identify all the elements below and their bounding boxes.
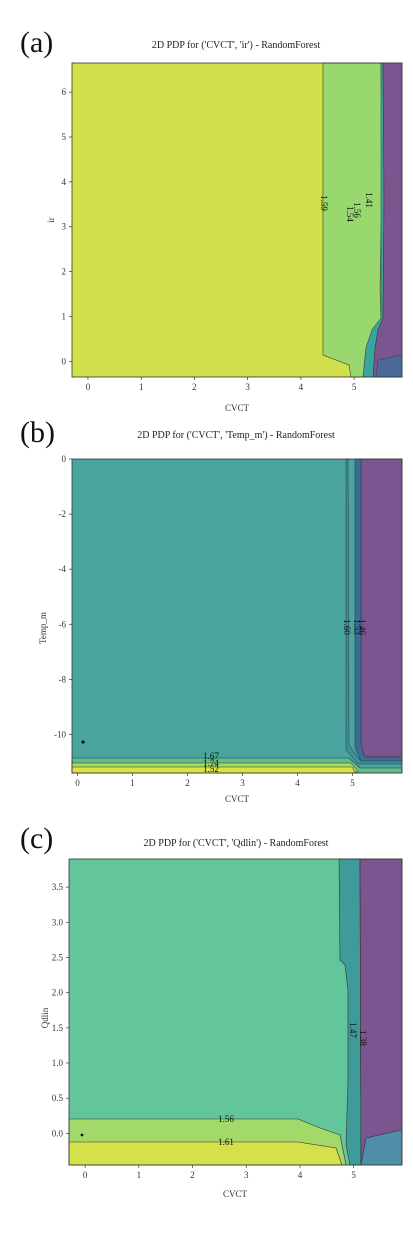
x-tick-label-0-0: 0 bbox=[86, 382, 91, 392]
panel-a: (a) bbox=[0, 28, 413, 418]
x-axis-label-b: CVCT bbox=[225, 794, 250, 804]
contour-label-c-3: 1.47 bbox=[348, 1022, 358, 1038]
panel-letter-c: (c) bbox=[20, 822, 54, 855]
region-c-yellow bbox=[68, 1141, 343, 1166]
x-tick-label-1-4: 4 bbox=[295, 778, 300, 788]
y-tick-label-2-2: 1.0 bbox=[52, 1058, 64, 1068]
y-axis-label-c: Qdlin bbox=[40, 1007, 50, 1028]
panel-letter-a: (a) bbox=[20, 26, 54, 59]
x-tick-label-2-5: 5 bbox=[351, 1170, 356, 1180]
plot-area-c: 1.56 1.61 1.47 1.38 bbox=[68, 858, 403, 1166]
y-tick-label-1-2: -4 bbox=[59, 564, 67, 574]
region-b-purple bbox=[360, 458, 403, 758]
y-tick-label-2-7: 3.5 bbox=[52, 882, 64, 892]
y-tick-label-2-4: 2.0 bbox=[52, 988, 64, 998]
x-axis-label-c: CVCT bbox=[223, 1189, 248, 1199]
panel-c: (c) bbox=[0, 824, 413, 1234]
axes-a: 0 1 2 3 4 5 0 1 2 3 4 5 6 bbox=[62, 87, 357, 392]
y-tick-label-2-3: 1.5 bbox=[52, 1023, 64, 1033]
plot-area-a: 1.59 1.54 1.56 1.41 bbox=[71, 62, 403, 378]
point-b bbox=[81, 740, 85, 744]
region-c-purple bbox=[359, 858, 403, 1166]
x-tick-label-0-2: 2 bbox=[192, 382, 197, 392]
panel-b: (b) bbox=[0, 418, 413, 818]
contour-label-a-4: 1.41 bbox=[364, 192, 374, 208]
contour-label-b-1: 1.67 bbox=[203, 751, 219, 761]
x-tick-label-1-0: 0 bbox=[75, 778, 80, 788]
y-tick-label-0-0: 0 bbox=[62, 356, 67, 366]
y-tick-label-0-4: 4 bbox=[62, 177, 67, 187]
contour-label-c-4: 1.38 bbox=[358, 1030, 368, 1046]
y-tick-label-2-0: 0.0 bbox=[52, 1128, 64, 1138]
y-tick-label-1-0: 0 bbox=[62, 454, 67, 464]
x-tick-label-2-0: 0 bbox=[83, 1170, 88, 1180]
x-tick-label-2-2: 2 bbox=[190, 1170, 195, 1180]
y-axis-label-a: ir bbox=[46, 217, 56, 223]
plot-border-b bbox=[71, 458, 403, 774]
panel-letter-b: (b) bbox=[20, 416, 55, 449]
x-tick-label-2-3: 3 bbox=[244, 1170, 249, 1180]
y-tick-label-0-5: 5 bbox=[62, 132, 67, 142]
y-tick-label-0-3: 3 bbox=[62, 222, 67, 232]
y-tick-label-0-1: 1 bbox=[62, 311, 67, 321]
x-axis-label-a: CVCT bbox=[225, 403, 250, 413]
axes-b: 0 1 2 3 4 5 0 -2 -4 -6 -8 -10 bbox=[54, 454, 355, 788]
x-tick-label-1-1: 1 bbox=[130, 778, 135, 788]
contour-label-a-2: 1.54 bbox=[345, 206, 355, 222]
x-tick-label-1-5: 5 bbox=[350, 778, 355, 788]
y-tick-label-2-1: 0.5 bbox=[52, 1093, 64, 1103]
x-tick-label-1-2: 2 bbox=[185, 778, 190, 788]
chart-title-a: 2D PDP for ('CVCT', 'ir') - RandomForest bbox=[152, 40, 320, 51]
x-tick-label-2-4: 4 bbox=[298, 1170, 303, 1180]
region-b-teal bbox=[72, 459, 402, 773]
y-tick-label-1-1: -2 bbox=[59, 509, 67, 519]
chart-title-c: 2D PDP for ('CVCT', 'Qdlin') - RandomFor… bbox=[144, 838, 329, 849]
x-tick-label-0-1: 1 bbox=[139, 382, 144, 392]
y-tick-label-0-6: 6 bbox=[62, 87, 67, 97]
contour-label-b-5: 1.53 bbox=[352, 619, 362, 635]
x-tick-label-1-3: 3 bbox=[240, 778, 245, 788]
contour-label-b-2: 1.74 bbox=[203, 758, 219, 768]
contour-label-a-3: 1.56 bbox=[352, 202, 362, 218]
y-tick-label-1-3: -6 bbox=[59, 619, 67, 629]
y-tick-label-1-4: -8 bbox=[59, 674, 67, 684]
plot-border-a bbox=[71, 62, 403, 378]
contour-label-b-3: 1.52 bbox=[203, 764, 219, 774]
chart-title-b: 2D PDP for ('CVCT', 'Temp_m') - RandomFo… bbox=[137, 430, 335, 441]
point-c bbox=[80, 1133, 84, 1137]
x-tick-label-2-1: 1 bbox=[137, 1170, 142, 1180]
x-tick-label-0-3: 3 bbox=[245, 382, 250, 392]
contour-label-b-4: 1.60 bbox=[342, 619, 352, 635]
x-tick-label-0-5: 5 bbox=[352, 382, 357, 392]
y-tick-label-0-2: 2 bbox=[62, 267, 67, 277]
contour-label-b-6: 1.46 bbox=[357, 619, 367, 635]
y-tick-label-2-5: 2.5 bbox=[52, 952, 64, 962]
x-tick-label-0-4: 4 bbox=[299, 382, 304, 392]
y-tick-label-2-6: 3.0 bbox=[52, 917, 64, 927]
plot-area-b: 1.67 1.74 1.52 1.60 1.53 1.46 bbox=[71, 458, 403, 774]
plot-border-c bbox=[68, 858, 403, 1166]
contour-label-c-2: 1.61 bbox=[218, 1137, 234, 1147]
y-tick-label-1-5: -10 bbox=[54, 729, 66, 739]
contour-label-a-1: 1.59 bbox=[319, 195, 329, 211]
contour-label-c-1: 1.56 bbox=[218, 1114, 234, 1124]
axes-c: 0 1 2 3 4 5 0.0 0.5 1.0 1.5 2.0 2.5 3.0 3.5 bbox=[52, 882, 357, 1180]
y-axis-label-b: Temp_m bbox=[38, 612, 48, 644]
